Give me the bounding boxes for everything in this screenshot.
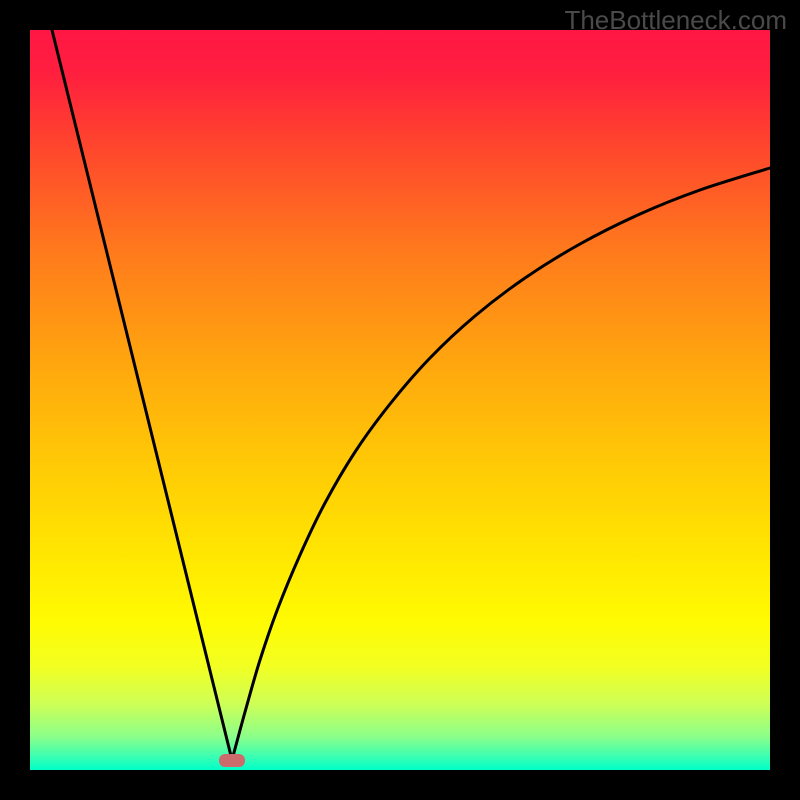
minimum-marker xyxy=(219,754,245,767)
chart-container: TheBottleneck.com xyxy=(0,0,800,800)
bottleneck-curve xyxy=(0,0,800,800)
watermark-text: TheBottleneck.com xyxy=(564,5,787,36)
curve-path xyxy=(52,30,770,760)
